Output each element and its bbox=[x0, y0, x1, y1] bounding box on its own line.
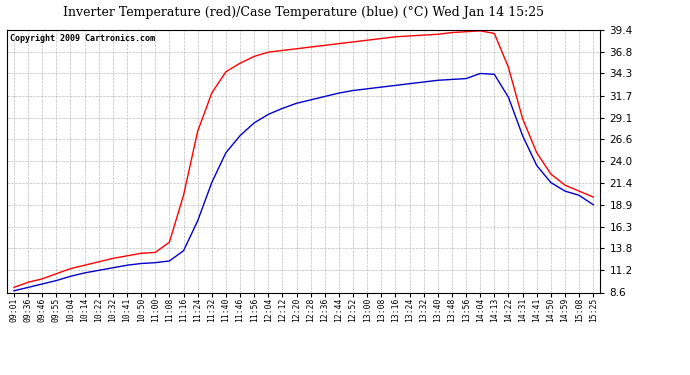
Text: Copyright 2009 Cartronics.com: Copyright 2009 Cartronics.com bbox=[10, 34, 155, 43]
Text: Inverter Temperature (red)/Case Temperature (blue) (°C) Wed Jan 14 15:25: Inverter Temperature (red)/Case Temperat… bbox=[63, 6, 544, 19]
